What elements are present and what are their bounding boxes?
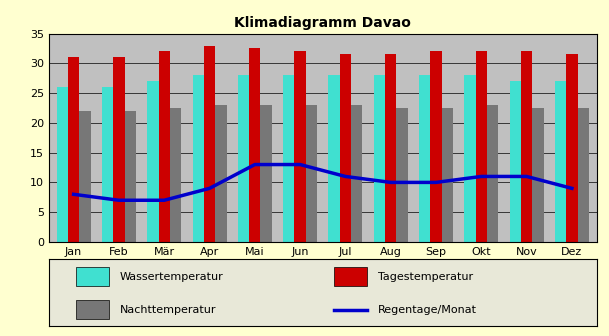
Title: Klimadiagramm Davao: Klimadiagramm Davao: [234, 16, 411, 30]
Bar: [476, 51, 487, 242]
Bar: [351, 105, 362, 242]
Text: Tagestemperatur: Tagestemperatur: [378, 272, 473, 282]
Bar: [577, 108, 589, 242]
Bar: [442, 108, 453, 242]
Bar: [521, 51, 532, 242]
Bar: [464, 75, 476, 242]
Bar: [68, 57, 79, 242]
Bar: [57, 87, 68, 242]
Bar: [261, 105, 272, 242]
Bar: [487, 105, 498, 242]
Bar: [566, 54, 577, 242]
Bar: [215, 105, 227, 242]
Bar: [125, 111, 136, 242]
Bar: [396, 108, 407, 242]
FancyBboxPatch shape: [76, 300, 109, 319]
Bar: [249, 48, 261, 242]
Text: Wassertemperatur: Wassertemperatur: [120, 272, 224, 282]
Bar: [113, 57, 125, 242]
FancyBboxPatch shape: [334, 267, 367, 286]
Text: Nachttemperatur: Nachttemperatur: [120, 305, 216, 316]
Bar: [192, 75, 204, 242]
Bar: [555, 81, 566, 242]
Bar: [374, 75, 385, 242]
Bar: [419, 75, 431, 242]
Bar: [431, 51, 442, 242]
Bar: [79, 111, 91, 242]
Bar: [147, 81, 158, 242]
Text: Regentage/Monat: Regentage/Monat: [378, 305, 477, 316]
Bar: [283, 75, 295, 242]
Bar: [328, 75, 340, 242]
Bar: [170, 108, 181, 242]
Bar: [158, 51, 170, 242]
Bar: [510, 81, 521, 242]
Bar: [238, 75, 249, 242]
Bar: [340, 54, 351, 242]
Bar: [532, 108, 544, 242]
Bar: [306, 105, 317, 242]
Bar: [204, 45, 215, 242]
Bar: [385, 54, 396, 242]
Bar: [102, 87, 113, 242]
FancyBboxPatch shape: [76, 267, 109, 286]
Bar: [295, 51, 306, 242]
